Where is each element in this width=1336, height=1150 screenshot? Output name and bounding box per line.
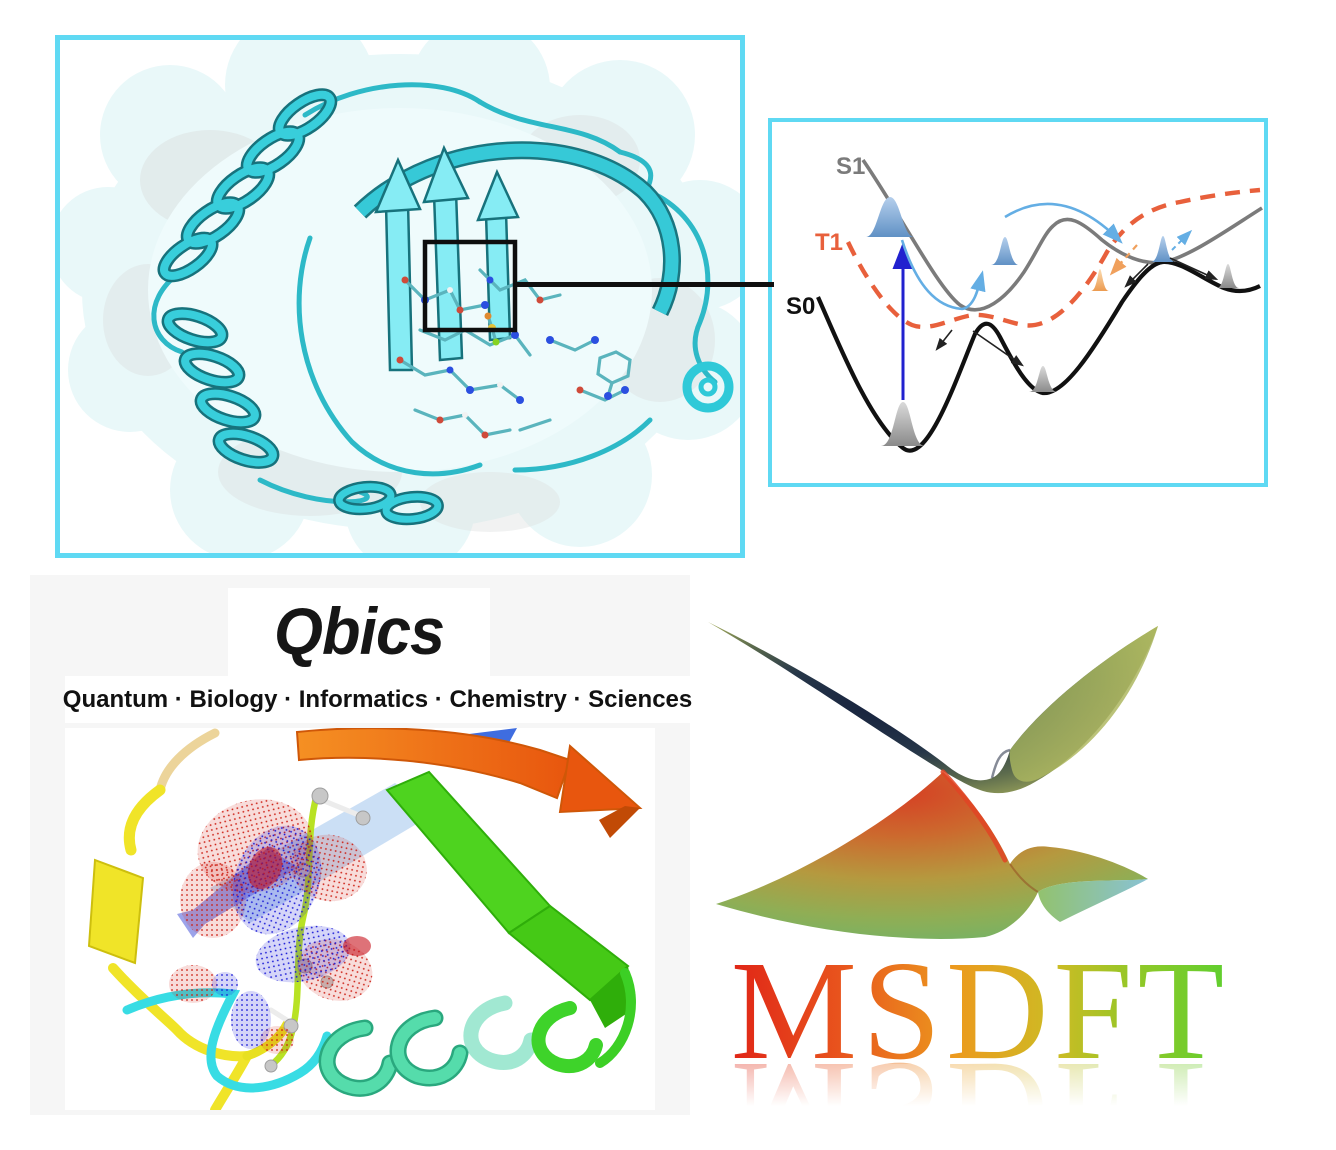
qbics-subtitle: Quantum · Biology · Informatics · Chemis… [62, 685, 693, 713]
teal-helices [318, 995, 603, 1097]
lower-adiabatic-surface [716, 769, 1148, 939]
orange-beta-arrow [295, 728, 643, 838]
protein-helix-upper-left [157, 88, 338, 283]
s1-curve [861, 158, 1263, 312]
conical-intersection-plot [700, 592, 1336, 1018]
protein-panel [55, 35, 745, 558]
green-beta-arrows [385, 770, 636, 1068]
qbics-subtitle-box: Quantum · Biology · Informatics · Chemis… [62, 676, 693, 723]
msdft-logo: MSDFT MSDFT [700, 940, 1260, 1140]
qbics-title: Qbics [273, 595, 445, 669]
s1-state-label: S1 [836, 153, 865, 180]
msdft-title: MSDFT [731, 940, 1230, 1089]
protein-helix-bottom [333, 480, 444, 526]
protein-beta-sheet [374, 144, 520, 372]
pathway-arrows [900, 202, 1219, 367]
t1-curve [846, 187, 1261, 330]
s0-curve [816, 259, 1261, 453]
s0-state-label: S0 [786, 293, 815, 320]
wavepackets [866, 197, 1239, 446]
protein-arch-ribbon [353, 141, 681, 317]
energy-diagram: S1 T1 S0 [786, 153, 1263, 453]
orbital-blue-lobes [212, 825, 351, 1049]
energy-diagram-panel: S1 T1 S0 [768, 118, 1268, 487]
panel-connector-line [515, 282, 774, 287]
upper-adiabatic-surface [708, 622, 1158, 794]
protein-helix-lower-left [161, 307, 280, 469]
protein-cartoon-image [60, 40, 740, 553]
t1-state-label: T1 [815, 229, 843, 256]
protein-loops [151, 82, 718, 505]
qbics-orbital-image [65, 728, 655, 1110]
protein-small-coil [682, 361, 734, 413]
orbital-mesh [169, 799, 373, 1054]
qbics-title-box: Qbics [228, 588, 490, 676]
